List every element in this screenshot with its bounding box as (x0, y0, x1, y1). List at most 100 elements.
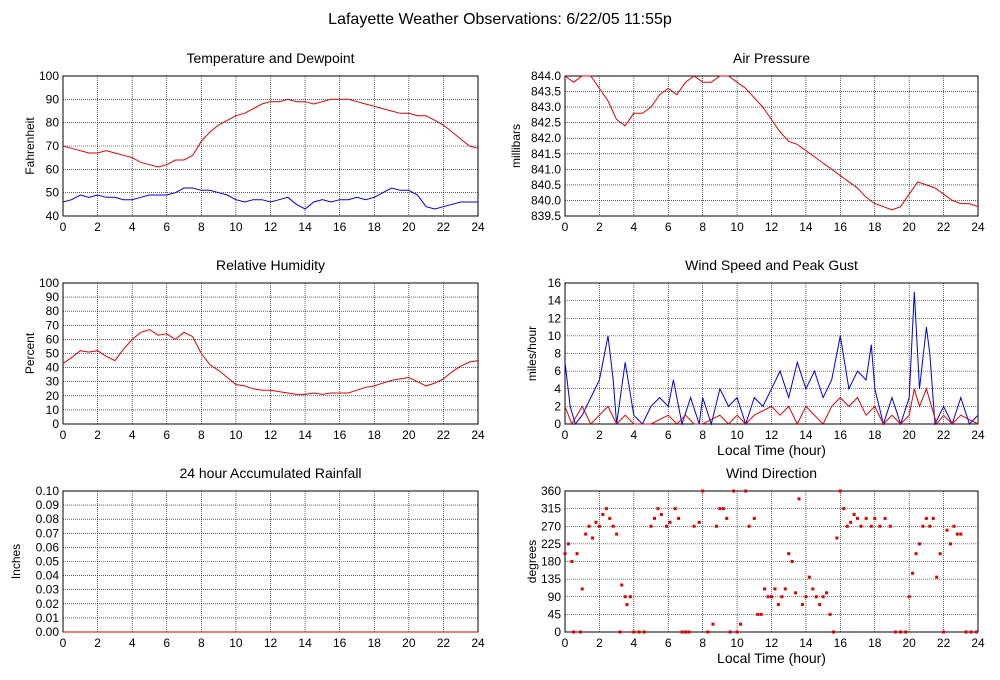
pressure-y-tick-label: 841.0 (531, 162, 561, 176)
rain-x-tick-label: 24 (471, 636, 485, 650)
direction-series-0-point (697, 520, 701, 524)
humidity-x-tick-label: 16 (333, 428, 347, 442)
direction-series-0-point (856, 516, 860, 520)
rain-y-tick-label: 0.06 (36, 540, 60, 554)
direction-series-0-point (835, 536, 839, 540)
pressure-series-0-line (564, 75, 979, 211)
direction-series-0-point (807, 575, 811, 579)
direction-series-0-point (714, 524, 718, 528)
direction-series-0-point (969, 630, 973, 634)
direction-x-tick-label: 22 (937, 636, 951, 650)
rain-x-tick-label: 2 (94, 636, 101, 650)
humidity-x-tick-label: 4 (129, 428, 136, 442)
direction-series-0-point (931, 516, 935, 520)
direction-series-0-point (752, 516, 756, 520)
wind-x-tick-label: 0 (562, 428, 569, 442)
direction-series-0-point (563, 552, 567, 556)
direction-series-0-point (706, 630, 710, 634)
temp-x-tick-label: 2 (94, 220, 101, 234)
humidity-y-tick-label: 0 (52, 417, 59, 431)
direction-series-0-point (787, 552, 791, 556)
direction-series-0-point (776, 603, 780, 607)
direction-x-tick-label: 24 (971, 636, 985, 650)
pressure-x-tick-label: 20 (902, 220, 916, 234)
direction-series-0-point (783, 587, 787, 591)
temp-x-tick-label: 24 (471, 220, 485, 234)
temp-series-0-line (62, 98, 479, 168)
temp-y-tick-label: 60 (46, 162, 60, 176)
pressure-y-tick-label: 842.5 (531, 116, 561, 130)
direction-x-tick-label: 12 (765, 636, 779, 650)
direction-series-0-point (955, 532, 959, 536)
direction-x-tick-label: 18 (868, 636, 882, 650)
temp-x-tick-label: 4 (129, 220, 136, 234)
pressure-x-tick-label: 6 (665, 220, 672, 234)
direction-x-tick-label: 6 (665, 636, 672, 650)
direction-series-0-point (659, 513, 663, 516)
wind-x-axis-label: Local Time (hour) (717, 442, 826, 458)
humidity-y-tick-label: 50 (46, 347, 60, 361)
humidity-x-tick-label: 10 (229, 428, 243, 442)
temp-x-tick-label: 14 (298, 220, 312, 234)
rain-y-tick-label: 0.04 (36, 569, 60, 583)
direction-series-0-point (570, 560, 574, 563)
pressure-x-tick-label: 0 (562, 220, 569, 234)
direction-y-tick-label: 0 (554, 625, 561, 639)
wind-x-tick-label: 18 (868, 428, 882, 442)
humidity-x-tick-label: 18 (368, 428, 382, 442)
rain-x-tick-label: 20 (402, 636, 416, 650)
direction-series-0-point (591, 536, 595, 540)
wind-chart-title: Wind Speed and Peak Gust (685, 257, 858, 273)
direction-series-0-point (711, 622, 715, 626)
direction-series-0-point (721, 507, 725, 511)
pressure-y-tick-label: 841.5 (531, 147, 561, 161)
humidity-x-tick-label: 24 (471, 428, 485, 442)
wind-x-tick-label: 14 (799, 428, 813, 442)
direction-series-0-point (845, 524, 849, 528)
temp-y-tick-label: 90 (46, 92, 60, 106)
direction-series-0-point (928, 524, 932, 528)
direction-series-0-point (948, 542, 952, 546)
direction-series-0-point (811, 587, 815, 591)
pressure-y-tick-label: 839.5 (531, 209, 561, 223)
direction-y-tick-label: 225 (541, 537, 561, 551)
direction-series-0-point (800, 603, 804, 607)
direction-series-0-point (974, 630, 978, 634)
temp-series-1-line (62, 187, 478, 210)
direction-x-tick-label: 16 (834, 636, 848, 650)
direction-series-0-point (687, 630, 691, 634)
direction-series-0-point (668, 520, 672, 524)
humidity-y-tick-label: 30 (46, 375, 60, 389)
direction-series-0-point (665, 524, 669, 528)
pressure-y-tick-label: 844.0 (531, 69, 561, 83)
pressure-x-tick-label: 16 (834, 220, 848, 234)
wind-y-axis-label: miles/hour (525, 326, 539, 381)
temp-x-tick-label: 8 (198, 220, 205, 234)
direction-series-0-point (601, 513, 605, 516)
humidity-y-tick-label: 70 (46, 318, 60, 332)
direction-series-0-point (692, 524, 696, 528)
direction-series-0-point (825, 591, 829, 595)
temp-y-tick-label: 40 (46, 209, 60, 223)
direction-series-0-point (945, 528, 949, 532)
wind-y-tick-label: 12 (548, 311, 562, 325)
direction-series-0-point (804, 595, 808, 599)
temp-x-tick-label: 6 (163, 220, 170, 234)
direction-series-0-point (625, 603, 629, 607)
direction-series-0-point (814, 595, 818, 599)
pressure-x-tick-label: 8 (699, 220, 706, 234)
pressure-x-tick-label: 10 (730, 220, 744, 234)
direction-series-0-point (718, 507, 722, 511)
direction-series-0-point (608, 516, 612, 520)
wind-y-tick-label: 16 (548, 276, 562, 290)
rain-y-tick-label: 0.01 (36, 611, 60, 625)
direction-chart-title: Wind Direction (726, 465, 817, 481)
rain-x-tick-label: 6 (163, 636, 170, 650)
direction-series-0-point (911, 571, 915, 575)
direction-series-0-point (756, 612, 760, 616)
wind-series-1-line (564, 387, 979, 426)
humidity-x-tick-label: 2 (94, 428, 101, 442)
direction-series-0-point (852, 513, 856, 516)
pressure-y-tick-label: 840.5 (531, 178, 561, 192)
direction-series-0-point (838, 489, 842, 493)
